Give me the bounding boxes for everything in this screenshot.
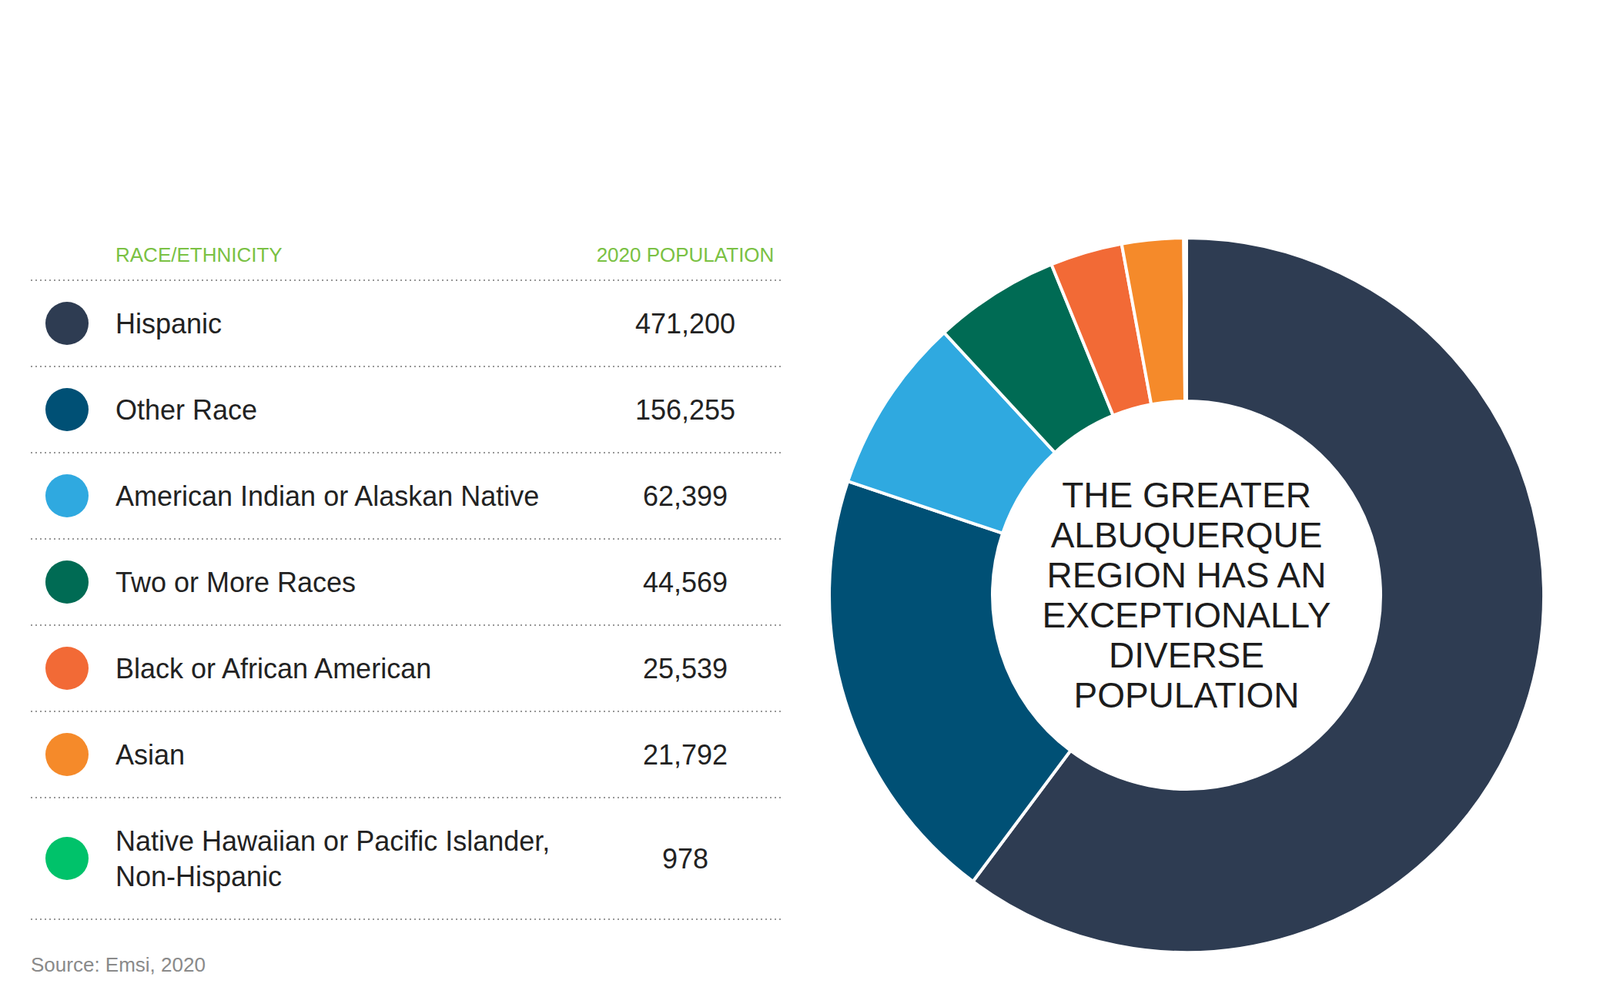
title: THE GREATERALBUQUERQUEREGION HAS ANEXCEP… (1042, 475, 1332, 716)
text-line: Other Race (115, 394, 258, 426)
table-row: Asian 21,792 (45, 733, 728, 777)
table-rule (30, 279, 781, 282)
row-value: 44,569 (642, 566, 728, 599)
row-label: American Indian or Alaskan Native (115, 480, 539, 513)
legend-swatch (45, 301, 89, 345)
source: Source: Emsi, 2020 (30, 953, 206, 977)
table-header: 2020 POPULATION (596, 243, 775, 267)
row-value: 156,255 (635, 394, 736, 426)
row-value: 25,539 (642, 652, 728, 685)
row-label: Black or African American (115, 652, 432, 685)
text-line: Hispanic (115, 307, 222, 340)
chart: RACE/ETHNICITY 2020 POPULATION Hispanic 471… (0, 0, 1600, 987)
row-label: Asian (115, 739, 185, 771)
table-rule (30, 451, 781, 454)
table-rule (30, 796, 781, 799)
legend-swatch (45, 560, 89, 604)
text-line: Black or African American (115, 652, 432, 685)
text-line: American Indian or Alaskan Native (115, 480, 539, 513)
table-row: Black or African American 25,539 (45, 646, 728, 690)
row-value: 471,200 (635, 307, 736, 340)
text-line: REGION HAS AN (1047, 555, 1327, 596)
legend-swatch (45, 474, 89, 518)
text-line: Two or More Races (115, 566, 356, 599)
table-rule (30, 624, 781, 626)
table-rule (30, 918, 781, 921)
slice (829, 481, 1071, 882)
row-value: 62,399 (642, 480, 728, 513)
text-line: POPULATION (1073, 675, 1299, 716)
row-value: 21,792 (642, 739, 728, 771)
table-row: Hispanic 471,200 (45, 301, 736, 345)
slice (1121, 237, 1185, 405)
text-line: EXCEPTIONALLY (1042, 595, 1332, 636)
donut (829, 237, 1544, 953)
text-line: ALBUQUERQUE (1051, 515, 1323, 556)
table-rule (30, 710, 781, 713)
text-line: Asian (115, 739, 185, 771)
legend-swatch (45, 388, 89, 432)
table-header: RACE/ETHNICITY (115, 243, 283, 267)
table-row: Two or More Races 44,569 (45, 560, 728, 604)
row-label: Hispanic (115, 307, 222, 340)
row-label: Native Hawaiian or Pacific Islander,Non-… (115, 825, 550, 893)
text-line: THE GREATER (1061, 475, 1312, 516)
row-label: Two or More Races (115, 566, 356, 599)
text-line: Native Hawaiian or Pacific Islander, (115, 825, 550, 857)
legend-swatch (45, 646, 89, 690)
row-label: Other Race (115, 394, 258, 426)
table-rule (30, 538, 781, 540)
legend-swatch (45, 836, 89, 881)
slice (1183, 237, 1187, 402)
legend-swatch (45, 733, 89, 777)
table-rule (30, 365, 781, 368)
text-line: DIVERSE (1108, 635, 1265, 676)
table-row: Native Hawaiian or Pacific Islander,Non-… (45, 825, 709, 893)
table-row: Other Race 156,255 (45, 388, 736, 432)
text-line: Non-Hispanic (115, 860, 282, 893)
row-value: 978 (662, 843, 709, 875)
table-row: American Indian or Alaskan Native 62,399 (45, 474, 728, 518)
